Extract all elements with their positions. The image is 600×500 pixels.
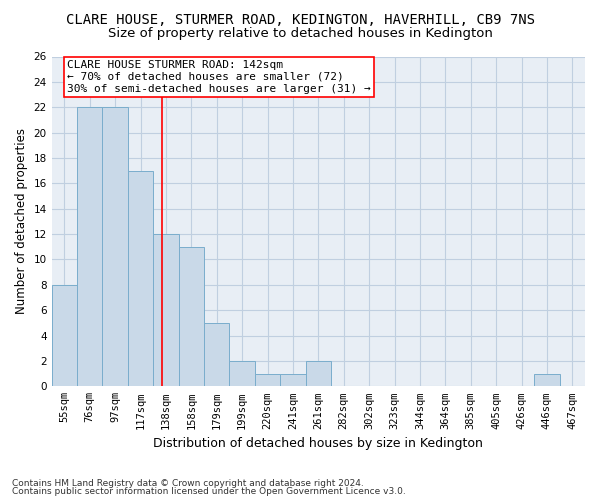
Bar bbox=[103, 107, 128, 386]
Bar bbox=[280, 374, 305, 386]
Text: Contains HM Land Registry data © Crown copyright and database right 2024.: Contains HM Land Registry data © Crown c… bbox=[12, 478, 364, 488]
Bar bbox=[77, 107, 103, 386]
Bar bbox=[128, 170, 153, 386]
X-axis label: Distribution of detached houses by size in Kedington: Distribution of detached houses by size … bbox=[154, 437, 483, 450]
Bar bbox=[204, 323, 229, 386]
Bar bbox=[179, 247, 204, 386]
Bar bbox=[52, 285, 77, 386]
Y-axis label: Number of detached properties: Number of detached properties bbox=[15, 128, 28, 314]
Bar bbox=[534, 374, 560, 386]
Text: Size of property relative to detached houses in Kedington: Size of property relative to detached ho… bbox=[107, 28, 493, 40]
Bar bbox=[229, 361, 255, 386]
Bar bbox=[153, 234, 179, 386]
Bar bbox=[305, 361, 331, 386]
Text: CLARE HOUSE STURMER ROAD: 142sqm
← 70% of detached houses are smaller (72)
30% o: CLARE HOUSE STURMER ROAD: 142sqm ← 70% o… bbox=[67, 60, 371, 94]
Text: CLARE HOUSE, STURMER ROAD, KEDINGTON, HAVERHILL, CB9 7NS: CLARE HOUSE, STURMER ROAD, KEDINGTON, HA… bbox=[65, 12, 535, 26]
Text: Contains public sector information licensed under the Open Government Licence v3: Contains public sector information licen… bbox=[12, 487, 406, 496]
Bar bbox=[255, 374, 280, 386]
